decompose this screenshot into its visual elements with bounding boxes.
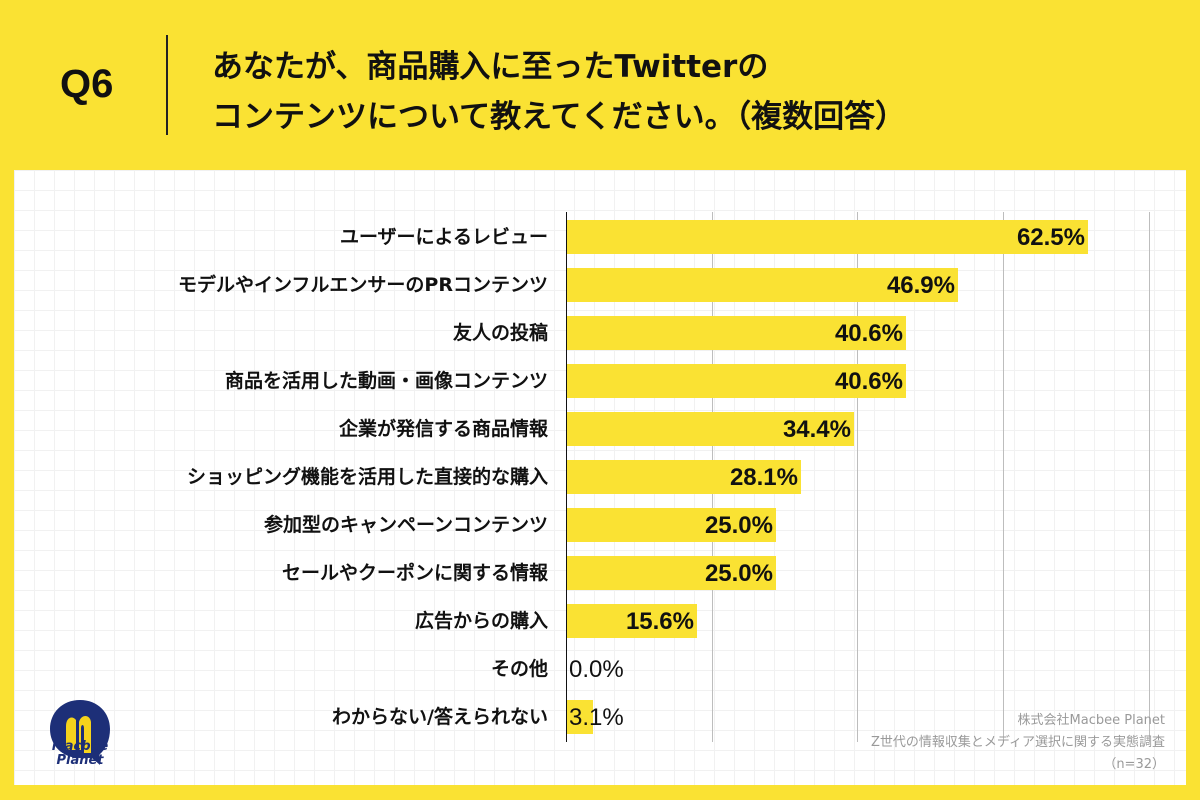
value-label: 15.6% <box>625 608 694 635</box>
value-label: 40.6% <box>834 320 903 347</box>
bar <box>567 508 776 542</box>
footnote-sample-size: （n=32） <box>1103 757 1165 772</box>
value-label: 62.5% <box>1016 224 1085 251</box>
header: Q6 あなたが、商品購入に至ったTwitterの コンテンツについて教えてくださ… <box>0 0 1200 170</box>
value-label: 34.4% <box>782 416 851 443</box>
bar-row: わからない/答えられない 3.1% <box>0 700 1200 734</box>
bar <box>567 268 958 302</box>
value-label: 40.6% <box>834 368 903 395</box>
logo-text-line2: Planet <box>56 753 104 768</box>
bar-row: 商品を活用した動画・画像コンテンツ 40.6% <box>0 364 1200 398</box>
bar <box>567 556 776 590</box>
category-label: その他 <box>490 658 548 680</box>
bar <box>567 364 906 398</box>
gridline <box>857 212 858 742</box>
bar-row: モデルやインフルエンサーのPRコンテンツ 46.9% <box>0 268 1200 302</box>
value-label: 25.0% <box>704 560 773 587</box>
category-label: ショッピング機能を活用した直接的な購入 <box>186 466 548 488</box>
bar-row: 参加型のキャンペーンコンテンツ 25.0% <box>0 508 1200 542</box>
title-line-2: コンテンツについて教えてください。（複数回答） <box>212 99 907 135</box>
category-label: モデルやインフルエンサーのPRコンテンツ <box>178 274 548 296</box>
category-label: ユーザーによるレビュー <box>339 226 548 248</box>
bar-row: その他 0.0% <box>0 652 1200 686</box>
bar-row: 友人の投稿 40.6% <box>0 316 1200 350</box>
bar <box>567 460 801 494</box>
category-label: 参加型のキャンペーンコンテンツ <box>263 514 548 536</box>
value-label: 46.9% <box>886 272 955 299</box>
value-label: 3.1% <box>569 704 624 731</box>
y-axis-line <box>566 212 567 742</box>
category-label: 広告からの購入 <box>414 610 548 632</box>
value-label: 28.1% <box>729 464 798 491</box>
source-footnote: 株式会社Macbee Planet Z世代の情報収集とメディア選択に関する実態調… <box>871 710 1165 776</box>
bar <box>567 604 697 638</box>
category-label: 企業が発信する商品情報 <box>338 418 548 440</box>
gridline <box>1003 212 1004 742</box>
macbee-planet-logo-icon <box>50 700 110 765</box>
value-label: 25.0% <box>704 512 773 539</box>
category-label: セールやクーポンに関する情報 <box>281 562 548 584</box>
bar-row: セールやクーポンに関する情報 25.0% <box>0 556 1200 590</box>
category-label: 商品を活用した動画・画像コンテンツ <box>224 370 548 392</box>
footnote-survey: Z世代の情報収集とメディア選択に関する実態調査 <box>871 735 1165 750</box>
gridline <box>1149 212 1150 742</box>
title-line-1: あなたが、商品購入に至ったTwitterの <box>212 49 769 85</box>
value-label: 0.0% <box>569 656 624 683</box>
logo-wordmark: Macbee Planet <box>40 740 120 768</box>
footnote-company: 株式会社Macbee Planet <box>1017 713 1165 728</box>
bar <box>567 412 854 446</box>
question-number: Q6 <box>60 62 114 106</box>
bar <box>567 700 593 734</box>
bar-row: 企業が発信する商品情報 34.4% <box>0 412 1200 446</box>
category-label: わからない/答えられない <box>332 706 548 728</box>
header-divider <box>166 35 168 135</box>
bar-row: ユーザーによるレビュー 62.5% <box>0 220 1200 254</box>
question-title: あなたが、商品購入に至ったTwitterの コンテンツについて教えてください。（… <box>212 42 906 142</box>
bar-row: ショッピング機能を活用した直接的な購入 28.1% <box>0 460 1200 494</box>
logo-text-line1: Macbee <box>51 739 109 754</box>
category-label: 友人の投稿 <box>452 322 548 344</box>
bar-row: 広告からの購入 15.6% <box>0 604 1200 638</box>
bar <box>567 220 1088 254</box>
bar <box>567 316 906 350</box>
